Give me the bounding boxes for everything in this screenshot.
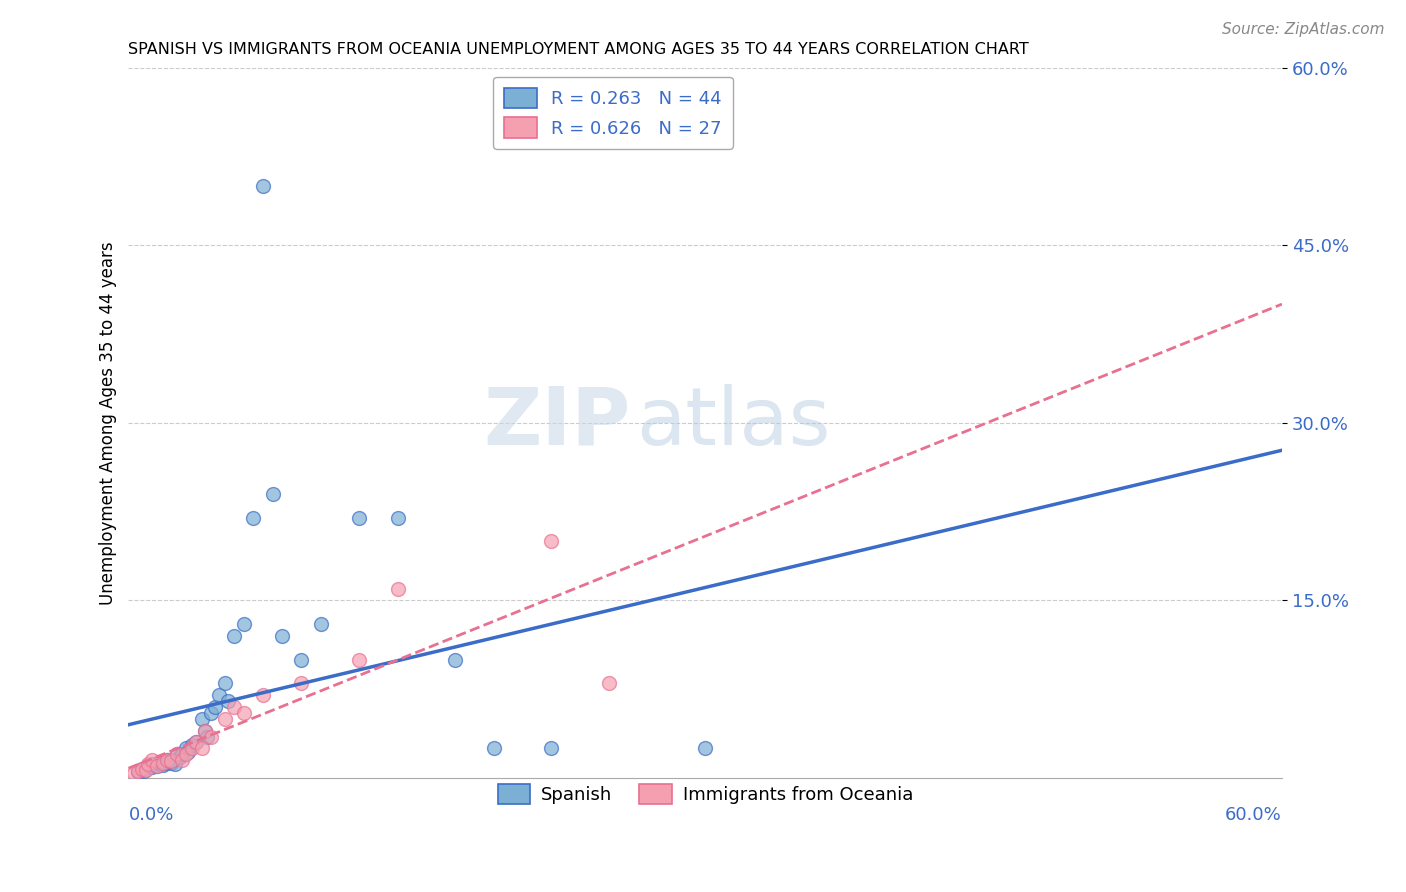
Point <box>152 756 174 770</box>
Point <box>224 629 246 643</box>
Point <box>242 510 264 524</box>
Point <box>598 676 620 690</box>
Point <box>177 745 200 759</box>
Point <box>122 766 145 780</box>
Point <box>347 510 370 524</box>
Point <box>194 723 217 738</box>
Point <box>156 753 179 767</box>
Point <box>540 534 562 549</box>
Point <box>172 747 194 762</box>
Point <box>190 741 212 756</box>
Point <box>195 730 218 744</box>
Point <box>132 764 155 778</box>
Point <box>152 758 174 772</box>
Text: atlas: atlas <box>636 384 831 462</box>
Point <box>232 706 254 720</box>
Point <box>127 764 149 778</box>
Point <box>217 694 239 708</box>
Point <box>271 629 294 643</box>
Point <box>309 617 332 632</box>
Y-axis label: Unemployment Among Ages 35 to 44 years: Unemployment Among Ages 35 to 44 years <box>100 241 117 605</box>
Point <box>232 617 254 632</box>
Point <box>166 747 188 762</box>
Point <box>200 706 222 720</box>
Point <box>387 510 409 524</box>
Point <box>157 755 180 769</box>
Text: 0.0%: 0.0% <box>128 806 174 824</box>
Point <box>169 749 191 764</box>
Point <box>131 762 153 776</box>
Text: 60.0%: 60.0% <box>1225 806 1282 824</box>
Point <box>290 676 312 690</box>
Point <box>444 652 467 666</box>
Point <box>200 730 222 744</box>
Point <box>194 723 217 738</box>
Point <box>135 763 157 777</box>
Text: Source: ZipAtlas.com: Source: ZipAtlas.com <box>1222 22 1385 37</box>
Point <box>166 747 188 762</box>
Point <box>141 760 163 774</box>
Point <box>174 747 197 762</box>
Point <box>214 676 236 690</box>
Point <box>153 756 176 770</box>
Point <box>127 765 149 780</box>
Point <box>208 688 231 702</box>
Point <box>159 756 181 770</box>
Point <box>214 712 236 726</box>
Point <box>190 712 212 726</box>
Point <box>131 762 153 776</box>
Point <box>184 735 207 749</box>
Point <box>136 756 159 771</box>
Point <box>174 741 197 756</box>
Text: SPANISH VS IMMIGRANTS FROM OCEANIA UNEMPLOYMENT AMONG AGES 35 TO 44 YEARS CORREL: SPANISH VS IMMIGRANTS FROM OCEANIA UNEMP… <box>128 42 1029 57</box>
Point <box>146 759 169 773</box>
Point <box>162 753 184 767</box>
Text: ZIP: ZIP <box>484 384 630 462</box>
Point <box>146 759 169 773</box>
Point <box>142 756 165 771</box>
Point <box>695 741 717 756</box>
Point <box>159 755 181 769</box>
Point <box>180 738 202 752</box>
Point <box>224 700 246 714</box>
Point <box>347 652 370 666</box>
Point <box>148 756 170 770</box>
Point <box>262 487 284 501</box>
Point <box>387 582 409 596</box>
Point <box>141 753 163 767</box>
Point <box>252 179 274 194</box>
Point <box>204 700 226 714</box>
Point <box>290 652 312 666</box>
Point <box>482 741 505 756</box>
Point <box>156 753 179 767</box>
Legend: Spanish, Immigrants from Oceania: Spanish, Immigrants from Oceania <box>491 776 920 812</box>
Point <box>180 741 202 756</box>
Point <box>184 735 207 749</box>
Point <box>172 753 194 767</box>
Point <box>163 756 186 771</box>
Point <box>252 688 274 702</box>
Point <box>540 741 562 756</box>
Point <box>136 759 159 773</box>
